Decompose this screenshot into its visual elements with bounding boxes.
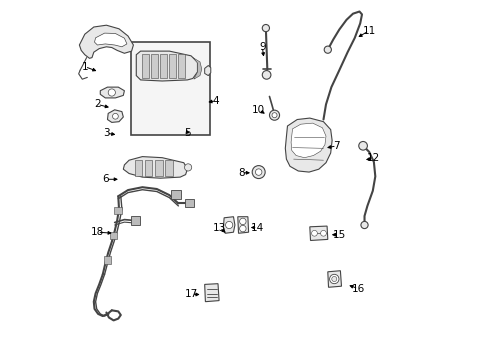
Polygon shape	[130, 216, 140, 225]
Polygon shape	[178, 54, 185, 78]
Circle shape	[359, 141, 368, 150]
Circle shape	[324, 46, 331, 53]
Polygon shape	[100, 87, 124, 98]
Circle shape	[108, 89, 116, 96]
Polygon shape	[205, 66, 211, 76]
Text: 3: 3	[103, 128, 110, 138]
Polygon shape	[143, 54, 149, 78]
Circle shape	[255, 169, 262, 175]
Circle shape	[270, 110, 280, 120]
Circle shape	[330, 274, 339, 284]
Text: 15: 15	[333, 230, 346, 240]
Text: 8: 8	[238, 168, 245, 178]
Polygon shape	[291, 123, 326, 158]
Polygon shape	[223, 217, 235, 233]
Text: 2: 2	[94, 99, 101, 109]
Text: 1: 1	[81, 62, 88, 72]
Text: 16: 16	[352, 284, 365, 294]
Circle shape	[240, 225, 246, 232]
Circle shape	[332, 276, 337, 282]
Polygon shape	[238, 217, 248, 233]
Polygon shape	[151, 54, 158, 78]
Text: 9: 9	[259, 42, 266, 52]
Polygon shape	[145, 160, 152, 176]
Bar	[131, 42, 210, 135]
Circle shape	[252, 166, 265, 179]
Circle shape	[185, 164, 192, 171]
Polygon shape	[103, 256, 111, 264]
Text: 13: 13	[213, 222, 226, 233]
Circle shape	[312, 230, 318, 236]
Text: 14: 14	[251, 222, 264, 233]
Polygon shape	[328, 271, 342, 287]
Circle shape	[262, 24, 270, 32]
Polygon shape	[185, 199, 194, 207]
Polygon shape	[171, 190, 181, 199]
Circle shape	[320, 230, 326, 236]
Text: 10: 10	[252, 105, 265, 115]
Polygon shape	[95, 33, 127, 47]
Text: 6: 6	[102, 174, 109, 184]
Polygon shape	[136, 51, 197, 81]
Polygon shape	[166, 160, 172, 176]
Polygon shape	[123, 157, 187, 178]
Polygon shape	[155, 160, 163, 176]
Polygon shape	[107, 110, 123, 122]
Text: 11: 11	[363, 26, 376, 36]
Polygon shape	[205, 284, 219, 302]
Text: 12: 12	[367, 153, 380, 163]
Polygon shape	[114, 207, 122, 214]
Text: 17: 17	[185, 289, 198, 300]
Polygon shape	[79, 25, 133, 58]
Circle shape	[113, 113, 118, 119]
Circle shape	[225, 221, 233, 229]
Polygon shape	[110, 232, 117, 239]
Text: 4: 4	[213, 96, 220, 106]
Polygon shape	[170, 54, 176, 78]
Circle shape	[361, 221, 368, 229]
Circle shape	[240, 218, 246, 225]
Text: 5: 5	[184, 128, 191, 138]
Text: 7: 7	[334, 141, 340, 151]
Text: 18: 18	[91, 227, 104, 237]
Polygon shape	[193, 58, 202, 79]
Circle shape	[272, 113, 277, 118]
Circle shape	[262, 71, 271, 79]
Polygon shape	[160, 54, 167, 78]
Polygon shape	[310, 226, 328, 240]
Polygon shape	[135, 160, 143, 176]
Polygon shape	[285, 118, 332, 172]
